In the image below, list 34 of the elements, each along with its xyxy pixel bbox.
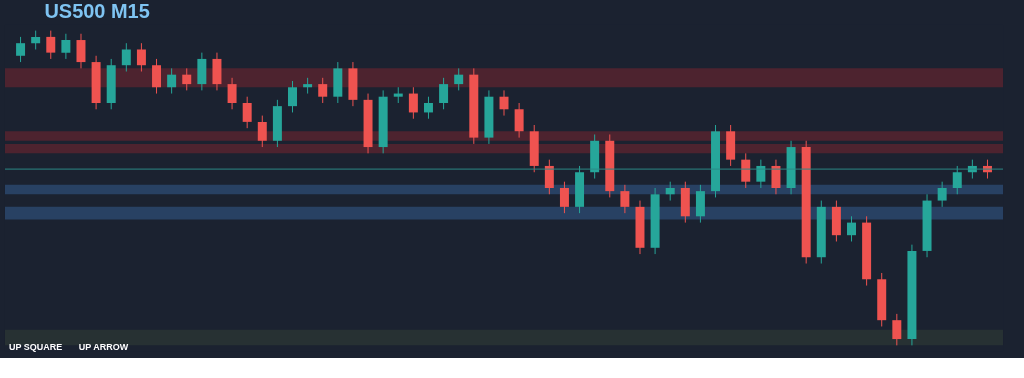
candlestick — [288, 80, 297, 113]
annotation: UP SQUARE — [8, 341, 63, 352]
candlestick — [257, 115, 267, 148]
candlestick — [771, 159, 781, 195]
candlestick — [408, 86, 418, 120]
candlestick — [31, 30, 41, 50]
candlestick — [227, 77, 237, 110]
candlestick — [544, 159, 554, 195]
candlestick — [620, 184, 630, 214]
candlestick — [741, 152, 751, 189]
candlestick — [182, 67, 192, 91]
candlestick — [454, 67, 464, 91]
candlestick — [136, 42, 146, 73]
candlestick — [892, 313, 902, 346]
candlestick — [499, 89, 509, 117]
candlestick — [46, 30, 56, 60]
candlestick — [318, 77, 328, 104]
candlestick — [439, 77, 449, 110]
chart-title: US500 M15 — [44, 0, 150, 23]
candlestick — [559, 181, 569, 214]
candlestick — [952, 165, 962, 195]
annotation: UP ARROW — [78, 341, 129, 352]
candlestick — [514, 102, 524, 139]
candlestick — [121, 42, 131, 73]
candlestick — [16, 36, 26, 63]
candlestick — [167, 67, 177, 95]
candlestick — [61, 33, 71, 60]
candlestick — [423, 96, 433, 120]
candlestick — [937, 181, 947, 208]
candlestick — [152, 58, 162, 95]
candlestick — [242, 96, 252, 129]
candlestick — [76, 33, 86, 69]
candlestick — [665, 181, 675, 202]
candlestick — [847, 215, 856, 242]
